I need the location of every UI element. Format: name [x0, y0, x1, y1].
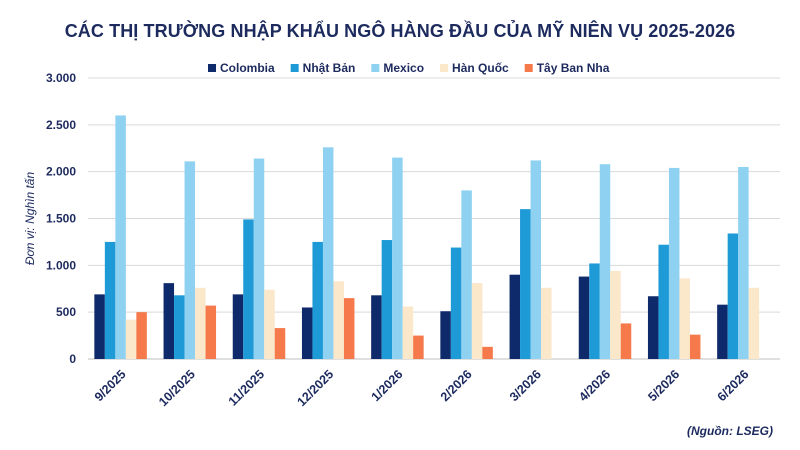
x-tick-label: 9/2025 — [92, 367, 129, 404]
bar-colombia-6-2026 — [717, 304, 728, 359]
bar-hàn-quốc-11-2025 — [264, 289, 275, 359]
y-tick-label: 2.000 — [46, 165, 76, 179]
bar-hàn-quốc-2-2026 — [471, 283, 483, 359]
bar-mexico-6-2026 — [738, 166, 749, 359]
y-tick-label: 1.500 — [46, 212, 76, 226]
y-tick-label: 0 — [69, 352, 76, 366]
bar-tây-ban-nha-10-2025 — [205, 305, 217, 359]
bar-nhật-bản-10-2025 — [174, 295, 185, 359]
x-tick-label: 3/2026 — [507, 367, 544, 404]
source-note: (Nguồn: LSEG) — [687, 424, 773, 438]
bar-colombia-12-2025 — [301, 307, 313, 359]
chart-title: CÁC THỊ TRƯỜNG NHẬP KHẨU NGÔ HÀNG ĐẦU CỦ… — [64, 21, 736, 41]
bar-nhật-bản-2-2026 — [450, 247, 462, 359]
bar-mexico-1-2026 — [392, 157, 403, 359]
bar-colombia-1-2026 — [371, 295, 382, 359]
bar-tây-ban-nha-2-2026 — [482, 346, 493, 359]
bar-mexico-4-2026 — [599, 164, 611, 359]
legend-swatch — [371, 64, 380, 72]
x-tick-label: 5/2026 — [645, 367, 682, 404]
bar-colombia-11-2025 — [232, 294, 244, 359]
legend-label: Colombia — [220, 61, 275, 75]
bar-tây-ban-nha-12-2025 — [343, 298, 355, 359]
x-tick-label: 12/2025 — [294, 367, 336, 409]
y-axis-label: Đơn vị: Nghìn tấn — [23, 172, 37, 266]
bar-nhật-bản-4-2026 — [589, 263, 600, 359]
bar-colombia-9-2025 — [94, 294, 105, 359]
bar-nhật-bản-11-2025 — [243, 219, 254, 359]
bar-mexico-2-2026 — [461, 190, 472, 359]
x-tick-label: 10/2025 — [156, 367, 198, 409]
x-tick-label: 2/2026 — [438, 367, 475, 404]
bar-hàn-quốc-9-2025 — [125, 319, 137, 359]
legend-label: Hàn Quốc — [452, 61, 509, 75]
bar-mexico-12-2025 — [322, 147, 334, 359]
bar-mexico-10-2025 — [184, 161, 196, 359]
bar-nhật-bản-3-2026 — [520, 209, 531, 359]
bar-mexico-3-2026 — [530, 160, 542, 359]
x-tick-label: 4/2026 — [576, 367, 613, 404]
bar-colombia-3-2026 — [509, 274, 521, 359]
legend-swatch — [290, 64, 299, 72]
bar-hàn-quốc-12-2025 — [333, 281, 344, 359]
bar-tây-ban-nha-9-2025 — [136, 312, 147, 359]
bar-nhật-bản-5-2026 — [658, 244, 669, 359]
x-tick-label: 6/2026 — [715, 367, 752, 404]
bar-hàn-quốc-6-2026 — [748, 287, 760, 359]
x-tick-label: 11/2025 — [226, 367, 267, 408]
y-tick-label: 3.000 — [46, 71, 76, 85]
bar-hàn-quốc-10-2025 — [195, 287, 206, 359]
legend-label: Tây Ban Nha — [537, 61, 610, 75]
bar-colombia-5-2026 — [647, 296, 659, 359]
bar-mexico-11-2025 — [253, 158, 265, 359]
bar-tây-ban-nha-5-2026 — [689, 334, 701, 359]
y-tick-label: 1.000 — [46, 258, 76, 272]
y-tick-label: 2.500 — [46, 118, 76, 132]
x-tick-label: 1/2026 — [369, 367, 406, 404]
legend-label: Nhật Bản — [303, 61, 356, 75]
bar-colombia-4-2026 — [578, 276, 590, 359]
bar-hàn-quốc-1-2026 — [402, 306, 414, 359]
bar-tây-ban-nha-1-2026 — [413, 335, 424, 359]
bar-nhật-bản-1-2026 — [381, 240, 393, 359]
bar-hàn-quốc-4-2026 — [610, 270, 621, 359]
bar-mexico-5-2026 — [668, 167, 680, 359]
bar-colombia-10-2025 — [163, 283, 175, 359]
bar-hàn-quốc-3-2026 — [541, 287, 552, 359]
legend-swatch — [208, 64, 216, 72]
y-tick-label: 500 — [56, 305, 76, 319]
bar-mexico-9-2025 — [115, 115, 126, 359]
legend-swatch — [440, 64, 449, 72]
bar-nhật-bản-9-2025 — [104, 241, 116, 359]
bar-nhật-bản-12-2025 — [312, 241, 323, 359]
bar-nhật-bản-6-2026 — [727, 233, 739, 359]
bar-tây-ban-nha-4-2026 — [620, 323, 632, 359]
bar-hàn-quốc-5-2026 — [679, 278, 690, 359]
legend-label: Mexico — [383, 61, 424, 75]
legend-swatch — [524, 64, 533, 72]
bar-colombia-2-2026 — [440, 311, 451, 359]
bar-tây-ban-nha-11-2025 — [274, 328, 286, 359]
